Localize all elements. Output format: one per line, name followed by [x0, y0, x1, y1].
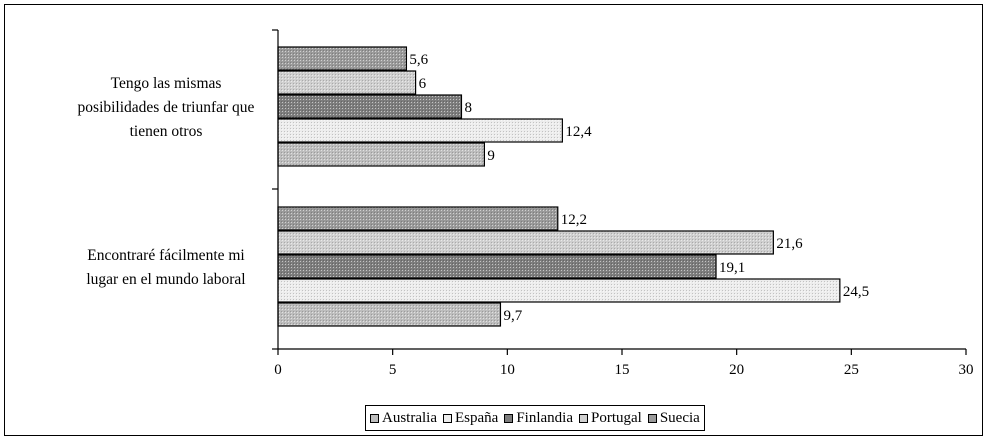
category-label: posibilidades de triunfar que: [78, 99, 255, 116]
legend-item-portugal: Portugal: [578, 409, 642, 427]
bar-suecia-2: [277, 206, 559, 231]
legend-item-suecia: Suecia: [647, 409, 700, 427]
legend-label: España: [454, 409, 499, 426]
data-label: 5,6: [409, 52, 428, 68]
legend: Australia España Finlandia Portugal Suecia: [365, 405, 705, 431]
bar-españa-2: [277, 278, 841, 303]
x-tick-label: 25: [844, 362, 859, 378]
legend-item-finlandia: Finlandia: [504, 410, 573, 427]
legend-swatch: [442, 413, 452, 423]
data-label: 9,7: [503, 308, 522, 324]
bar-portugal-1: [277, 70, 417, 95]
data-label: 21,6: [776, 236, 803, 252]
bar-portugal-2: [277, 230, 774, 255]
legend-item-españa: España: [442, 409, 499, 427]
legend-swatch: [578, 413, 588, 423]
legend-label: Finlandia: [516, 409, 573, 426]
data-label: 6: [419, 76, 427, 92]
bar-finlandia-2: [277, 254, 717, 279]
category-label: tienen otros: [130, 123, 203, 140]
data-label: 12,2: [561, 212, 587, 228]
data-label: 9: [487, 148, 495, 164]
legend-swatch: [370, 413, 379, 423]
x-tick-label: 30: [959, 362, 974, 378]
x-tick-label: 20: [729, 362, 744, 378]
x-tick-label: 0: [274, 362, 282, 378]
bar-australia-1: [277, 142, 485, 167]
x-tick-label: 10: [500, 362, 515, 378]
legend-label: Suecia: [659, 409, 700, 426]
category-label: Tengo las mismas: [111, 75, 222, 92]
category-label: Encontraré fácilmente mi: [87, 247, 245, 264]
x-tick-label: 5: [389, 362, 397, 378]
legend-label: Portugal: [590, 409, 642, 426]
legend-swatch: [504, 413, 514, 423]
legend-label: Australia: [382, 409, 437, 426]
legend-item-australia: Australia: [370, 410, 437, 427]
bar-españa-1: [277, 118, 563, 143]
data-label: 8: [464, 100, 472, 116]
bar-suecia-1: [277, 46, 408, 71]
bar-finlandia-1: [277, 94, 463, 119]
data-label: 12,4: [565, 124, 592, 140]
x-tick-label: 15: [615, 362, 630, 378]
legend-swatch: [647, 413, 657, 423]
data-label: 24,5: [843, 284, 869, 300]
data-label: 19,1: [719, 260, 745, 276]
bar-australia-2: [277, 302, 502, 327]
category-label: lugar en el mundo laboral: [86, 271, 245, 288]
